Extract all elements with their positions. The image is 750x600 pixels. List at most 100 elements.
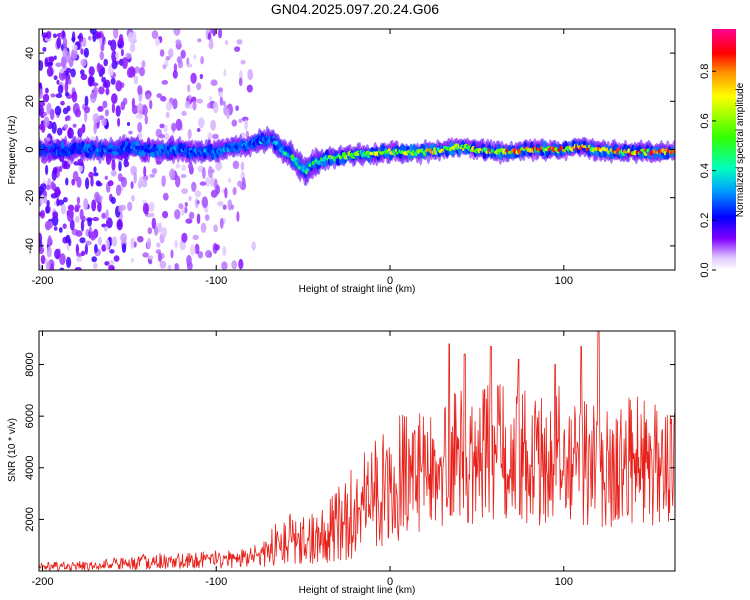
noise-blob [58, 227, 63, 233]
noise-blob [45, 206, 50, 214]
noise-blob [161, 227, 167, 238]
noise-blob [133, 75, 139, 85]
x-tick-label: 0 [387, 275, 393, 287]
noise-blob [128, 130, 133, 135]
noise-blob [61, 55, 67, 68]
noise-blob [161, 80, 169, 85]
noise-blob [115, 184, 122, 196]
noise-blob [60, 203, 67, 215]
noise-blob [161, 175, 166, 187]
noise-blob [102, 100, 108, 109]
noise-blob [126, 67, 134, 78]
noise-blob [72, 44, 78, 51]
x-tick-label: -100 [205, 275, 227, 287]
noise-blob [130, 181, 134, 190]
noise-blob [173, 63, 178, 73]
noise-blob [93, 166, 97, 173]
noise-blob [184, 202, 188, 207]
noise-blob [126, 121, 131, 127]
noise-blob [240, 59, 246, 65]
noise-blob [39, 263, 42, 270]
x-tick-label: 100 [555, 275, 573, 287]
noise-blob [163, 133, 170, 140]
noise-blob [90, 176, 94, 187]
noise-blob [155, 38, 161, 46]
noise-blob [213, 224, 218, 233]
snr-panel: -200 -100 0 100 2000 4000 6000 8000 Height of … [7, 330, 676, 596]
noise-blob [162, 210, 169, 219]
noise-blob [136, 103, 144, 115]
noise-blob [199, 181, 207, 186]
noise-blob [58, 165, 63, 172]
noise-blob [53, 226, 58, 231]
y-tick-label: 40 [24, 47, 36, 59]
noise-blob [207, 132, 213, 141]
noise-blob [39, 60, 44, 71]
noise-blob [91, 256, 97, 263]
noise-blob [173, 29, 181, 36]
noise-blob [43, 196, 48, 204]
noise-blob [191, 181, 197, 192]
noise-blob [45, 31, 52, 39]
noise-blob [137, 85, 143, 95]
noise-blob [39, 210, 46, 219]
noise-blob [221, 261, 228, 270]
noise-blob [111, 60, 118, 70]
noise-blob [98, 86, 105, 95]
noise-blob [172, 98, 178, 110]
noise-blob [110, 196, 116, 205]
noise-blob [165, 111, 170, 119]
colorbar-tick-label: 0.2 [699, 213, 711, 228]
noise-blob [65, 177, 69, 186]
noise-blob [81, 37, 87, 48]
noise-blob [74, 267, 82, 270]
noise-blob [222, 204, 227, 210]
noise-blob [232, 187, 237, 196]
noise-blob [172, 70, 178, 79]
noise-blob [165, 101, 173, 111]
noise-blob [43, 116, 50, 128]
noise-blob [174, 209, 181, 220]
noise-blob [188, 195, 192, 202]
noise-blob [63, 197, 68, 203]
noise-blob [181, 110, 187, 116]
x-tick-label: -100 [205, 576, 227, 588]
noise-blob [49, 108, 55, 121]
noise-blob [88, 171, 94, 179]
noise-blob [39, 200, 42, 207]
noise-blob [105, 238, 110, 251]
y-tick-label: 0 [24, 146, 36, 152]
noise-blob [190, 72, 197, 84]
noise-blob [67, 78, 72, 85]
noise-blob [74, 204, 81, 209]
noise-blob [127, 31, 135, 44]
spectrogram-y-ticks: -40 -20 0 20 40 [24, 47, 675, 254]
noise-blob [42, 93, 50, 103]
noise-blob [204, 214, 210, 221]
y-tick-label: -20 [24, 190, 36, 206]
noise-blob [156, 242, 161, 248]
noise-blob [92, 262, 98, 270]
noise-blob [223, 68, 227, 77]
noise-blob [62, 37, 68, 48]
noise-blob [145, 93, 151, 100]
noise-blob [219, 96, 224, 106]
x-tick-label: 0 [387, 576, 393, 588]
noise-blob [115, 105, 121, 117]
noise-blob [66, 115, 70, 121]
noise-blob [56, 79, 60, 85]
noise-blob [40, 254, 46, 265]
noise-blob [78, 165, 83, 173]
noise-blob [207, 102, 211, 109]
noise-blob [218, 87, 223, 93]
noise-blob [61, 29, 66, 39]
noise-blob [209, 29, 214, 34]
noise-blob [71, 36, 76, 42]
noise-blob [66, 256, 72, 268]
noise-blob [71, 48, 78, 60]
noise-blob [160, 96, 167, 102]
noise-blob [84, 110, 88, 123]
noise-blob [121, 243, 127, 254]
y-tick-label: 6000 [24, 404, 36, 428]
noise-blob [47, 235, 52, 247]
